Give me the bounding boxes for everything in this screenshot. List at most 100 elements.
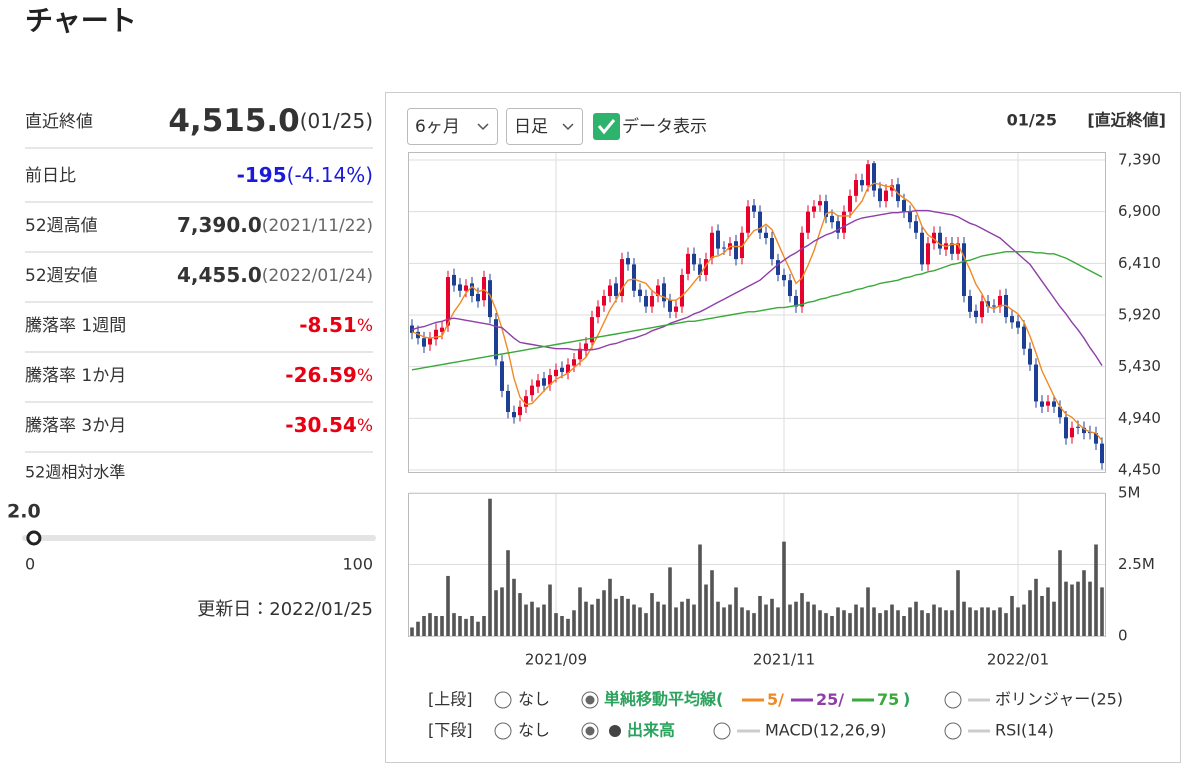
- check-mark: [597, 119, 616, 135]
- volume-bar: [434, 615, 438, 636]
- stat-sub: (2021/11/22): [262, 216, 373, 236]
- candle-body: [788, 280, 792, 297]
- volume-bar: [1016, 607, 1020, 636]
- candle-body: [1058, 406, 1062, 418]
- volume-bar: [626, 598, 630, 636]
- radio[interactable]: [713, 722, 731, 740]
- volume-bar: [1028, 590, 1032, 636]
- legend-group: 25/: [816, 690, 844, 709]
- period-select[interactable]: [407, 108, 498, 145]
- x-tick-label: 2021/09: [525, 651, 587, 669]
- candle-body: [1052, 401, 1056, 407]
- stat-label: 前日比: [25, 166, 76, 186]
- volume-bar: [956, 570, 960, 636]
- volume-bar: [812, 604, 816, 636]
- radio[interactable]: [494, 691, 512, 709]
- y-tick-label: 7,390: [1118, 151, 1161, 169]
- candle-body: [536, 380, 540, 387]
- candle-body: [878, 188, 882, 202]
- price-type: [直近終値]: [1087, 111, 1166, 130]
- candle-body: [488, 280, 492, 318]
- y-tick-label: 5M: [1118, 484, 1141, 502]
- volume-bar: [764, 604, 768, 636]
- volume-bar: [824, 613, 828, 636]
- volume-bar: [938, 607, 942, 636]
- volume-bar: [758, 595, 762, 636]
- data-checkbox[interactable]: [593, 113, 620, 140]
- volume-bar: [980, 607, 984, 636]
- candle-body: [620, 259, 624, 297]
- candle-body: [428, 338, 432, 345]
- candle-body: [962, 243, 966, 297]
- candle-body: [614, 283, 618, 297]
- candle-body: [572, 359, 576, 366]
- volume-bar: [1076, 581, 1080, 636]
- candle-body: [554, 369, 558, 377]
- volume-bar: [884, 610, 888, 636]
- candle-body: [806, 211, 810, 233]
- stat-sub: (01/25): [300, 109, 373, 133]
- volume-bar: [1040, 595, 1044, 636]
- volume-bar: [1070, 584, 1074, 636]
- legend-group: 75: [877, 690, 899, 709]
- y-tick-label: 5,430: [1118, 357, 1161, 375]
- candle-body: [578, 348, 582, 360]
- volume-bar: [890, 604, 894, 636]
- volume-bar: [902, 615, 906, 636]
- latest-date: 01/25: [1007, 111, 1057, 130]
- candle-body: [776, 260, 780, 275]
- legend-name: 75: [877, 690, 899, 709]
- candle-body: [1034, 364, 1038, 402]
- volume-bar: [632, 604, 636, 636]
- volume-bar: [476, 621, 480, 636]
- candle-body: [710, 232, 714, 259]
- candle-body: [632, 264, 636, 291]
- candle-body: [704, 259, 708, 275]
- volume-bar: [542, 604, 546, 636]
- candle-body: [662, 283, 666, 302]
- volume-bar: [710, 570, 714, 636]
- volume-bar: [1094, 544, 1098, 636]
- volume-bar: [548, 584, 552, 636]
- radio[interactable]: [944, 691, 962, 709]
- candle-body: [998, 296, 1002, 307]
- chevron: [562, 123, 574, 131]
- volume-bar: [482, 615, 486, 636]
- interval-select[interactable]: [506, 108, 583, 145]
- volume-bar: [734, 587, 738, 636]
- volume-bar: [596, 598, 600, 636]
- candle-body: [1082, 427, 1086, 434]
- chart-frame: [385, 92, 1181, 763]
- volume-bar: [1046, 587, 1050, 636]
- radio[interactable]: [494, 722, 512, 740]
- volume-bar: [818, 610, 822, 636]
- candle-body: [656, 285, 660, 297]
- volume-bar: [830, 615, 834, 636]
- volume-bar: [458, 615, 462, 636]
- volume-bar: [788, 604, 792, 636]
- volume-bar: [410, 627, 414, 636]
- macd-label: MACD(12,26,9): [765, 721, 887, 740]
- volume-bar: [590, 604, 594, 636]
- volume-bar: [446, 575, 450, 636]
- volume-bar: [500, 587, 504, 636]
- volume-bar: [680, 601, 684, 636]
- volume-bar: [1022, 604, 1026, 636]
- volume-bar: [848, 613, 852, 636]
- stat-label: 騰落率 1週間: [25, 316, 126, 336]
- candle-body: [584, 343, 588, 351]
- candle-body: [902, 200, 906, 212]
- candle-body: [680, 274, 684, 307]
- radio[interactable]: [944, 722, 962, 740]
- candle-body: [470, 283, 474, 297]
- candle-body: [1016, 321, 1020, 328]
- volume-bar: [524, 604, 528, 636]
- volume-bar: [962, 601, 966, 636]
- stat-label: 52週安値: [25, 266, 98, 286]
- y-tick-label: 6,410: [1118, 254, 1161, 272]
- volume-bar: [992, 610, 996, 636]
- updated-date: 更新日：2022/01/25: [197, 599, 373, 620]
- candle-body: [764, 232, 768, 239]
- candle-body: [734, 241, 738, 260]
- candle-body: [1070, 427, 1074, 438]
